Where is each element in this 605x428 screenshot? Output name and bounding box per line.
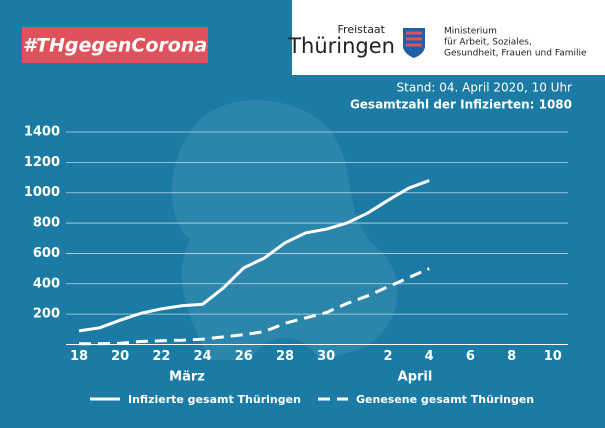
y-tick-label: 1000 — [24, 185, 60, 200]
subtitle: Stand: 04. April 2020, 10 Uhr — [397, 81, 573, 95]
legend-label: Infizierte gesamt Thüringen — [128, 393, 301, 406]
x-tick-label: 26 — [235, 349, 253, 364]
hashtag: #THgegenCorona — [23, 35, 207, 57]
x-tick-label: 18 — [70, 349, 88, 364]
ministry-line: für Arbeit, Soziales, — [444, 38, 532, 48]
x-tick-label: 20 — [111, 349, 129, 364]
x-tick-label: 22 — [152, 349, 170, 364]
month-label: April — [398, 370, 433, 385]
x-tick-label: 8 — [507, 349, 516, 364]
series-line — [79, 267, 430, 346]
ministry-line: Ministerium — [444, 27, 497, 37]
lion-silhouette — [171, 100, 398, 360]
x-tick-label: 4 — [425, 349, 434, 364]
coat-of-arms — [403, 28, 425, 58]
logo-big: Thüringen — [287, 34, 395, 58]
month-label: März — [169, 370, 205, 385]
hashtag-banner — [22, 27, 208, 63]
x-tick-label: 6 — [466, 349, 475, 364]
x-tick-label: 10 — [544, 349, 562, 364]
y-tick-label: 400 — [33, 276, 60, 291]
series-line — [78, 179, 430, 333]
logo-small: Freistaat — [338, 23, 386, 36]
x-tick-label: 24 — [194, 349, 212, 364]
x-tick-label: 28 — [276, 349, 294, 364]
x-tick-label: 30 — [317, 349, 335, 364]
legend-label: Genesene gesamt Thüringen — [356, 393, 534, 406]
y-tick-label: 1400 — [24, 125, 60, 140]
ministry-line: Gesundheit, Frauen und Familie — [444, 49, 587, 59]
y-tick-label: 800 — [33, 216, 60, 231]
annotation: Gesamtzahl der Infizierten: 1080 — [350, 98, 572, 112]
logo-box — [292, 0, 605, 75]
x-tick-label: 2 — [383, 349, 392, 364]
y-tick-label: 1200 — [24, 155, 60, 170]
y-tick-label: 200 — [33, 307, 60, 322]
y-tick-label: 600 — [33, 246, 60, 261]
